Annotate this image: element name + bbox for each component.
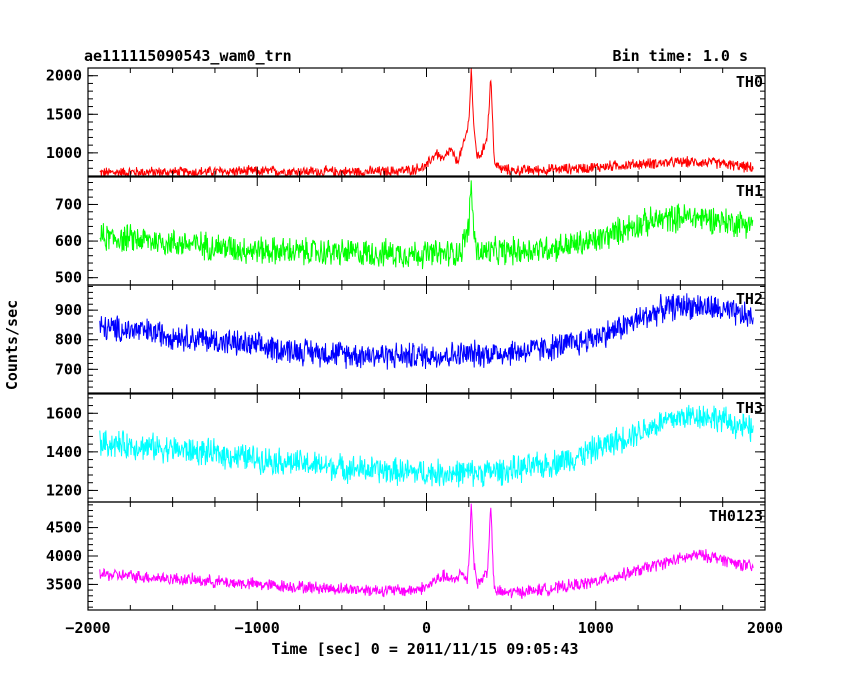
panel-th0123: 3500 4000 4500 TH0123 — [46, 501, 766, 611]
panel-th1: 500 600 700 TH1 — [55, 176, 766, 287]
panel-frame — [87, 284, 766, 394]
y-tick-label: 4500 — [46, 519, 82, 537]
panel-label: TH3 — [736, 399, 763, 417]
x-axis-label: Time [sec] 0 = 2011/11/15 09:05:43 — [271, 640, 578, 658]
bin-time-label: Bin time: 1.0 s — [613, 47, 748, 65]
y-tick-label: 500 — [55, 269, 82, 287]
y-tick-label: 600 — [55, 232, 82, 250]
y-tick-label: 2000 — [46, 67, 82, 85]
panel-frame — [87, 67, 766, 177]
y-tick-label: 900 — [55, 301, 82, 319]
y-tick-label: 1500 — [46, 105, 82, 123]
panel-th0: 1000 1500 2000 TH0 — [46, 67, 766, 177]
panel-th3: 1200 1400 1600 TH3 — [46, 393, 766, 503]
y-tick-label: 1400 — [46, 443, 82, 461]
x-tick-label: 0 — [422, 619, 431, 637]
series-line-th1 — [99, 180, 754, 270]
x-axis: −2000 −1000 0 1000 2000 — [65, 619, 783, 637]
series-line-th2 — [99, 293, 754, 370]
y-axis-label: Counts/sec — [3, 300, 21, 390]
y-tick-label: 1000 — [46, 144, 82, 162]
y-tick-label: 800 — [55, 331, 82, 349]
panel-frame — [87, 501, 766, 611]
series-line-th0123 — [99, 503, 754, 600]
x-tick-label: −1000 — [235, 619, 280, 637]
panel-label: TH0123 — [709, 507, 763, 525]
y-tick-label: 700 — [55, 195, 82, 213]
panel-th2: 700 800 900 TH2 — [55, 284, 766, 394]
x-tick-label: 1000 — [578, 619, 614, 637]
y-tick-label: 3500 — [46, 575, 82, 593]
y-tick-label: 1200 — [46, 481, 82, 499]
panel-label: TH1 — [736, 182, 763, 200]
y-tick-label: 4000 — [46, 547, 82, 565]
x-tick-label: −2000 — [65, 619, 110, 637]
y-tick-label: 700 — [55, 360, 82, 378]
y-tick-label: 1600 — [46, 404, 82, 422]
chart-title: ae111115090543_wam0_trn — [84, 47, 292, 65]
panel-label: TH2 — [736, 290, 763, 308]
series-line-th3 — [99, 404, 754, 488]
panel-stack: 1000 1500 2000 TH0 500 600 700 TH1 700 800 900 TH2 1… — [46, 67, 766, 611]
panel-label: TH0 — [736, 73, 763, 91]
series-line-th0 — [99, 68, 754, 176]
x-tick-label: 2000 — [747, 619, 783, 637]
panel-frame — [87, 176, 766, 286]
